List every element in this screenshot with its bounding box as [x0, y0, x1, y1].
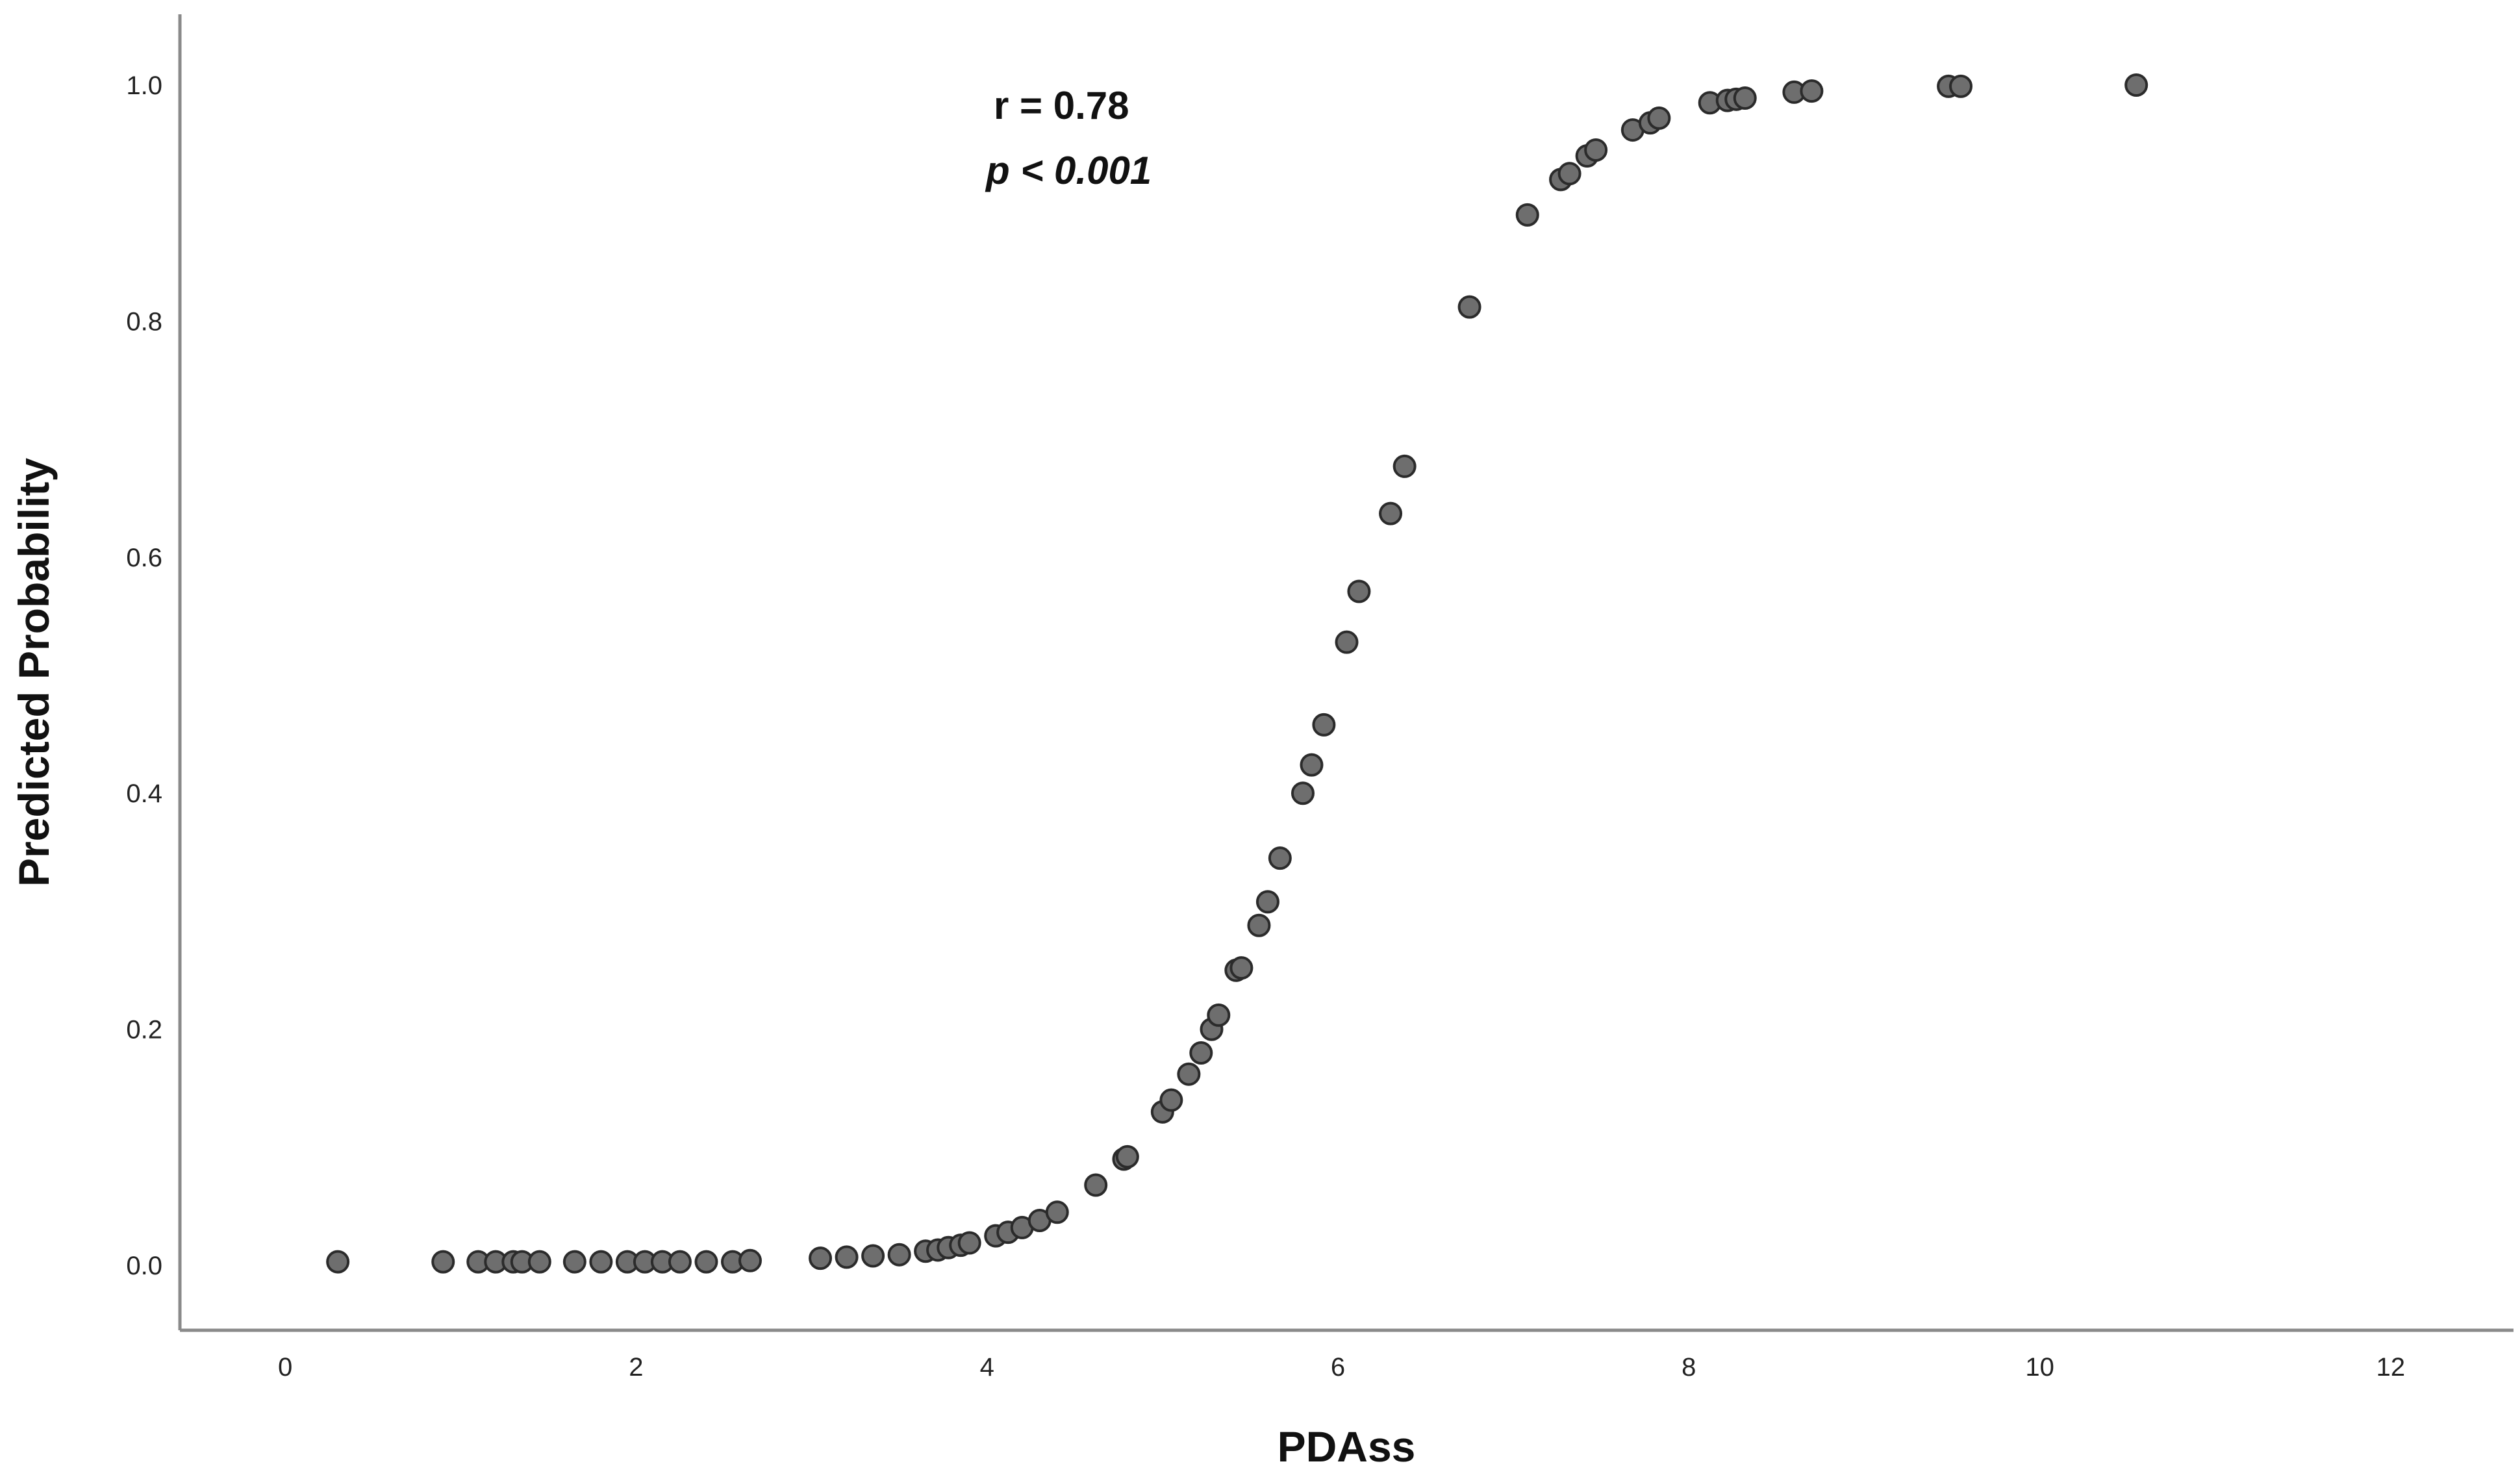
data-point [738, 1248, 762, 1272]
data-point [1159, 1088, 1183, 1112]
y-axis-title: Predicted Probability [10, 458, 58, 887]
y-tick-label: 1.0 [126, 71, 162, 100]
y-tick-label: 0.8 [126, 307, 162, 336]
x-tick-label: 2 [629, 1353, 643, 1382]
x-tick-label: 10 [2025, 1353, 2054, 1382]
data-point [809, 1246, 833, 1270]
data-point [1457, 295, 1481, 319]
data-point [1229, 956, 1254, 980]
data-point [1045, 1200, 1069, 1224]
data-point [1515, 203, 1539, 227]
data-point [1647, 106, 1671, 130]
data-point [887, 1243, 911, 1267]
x-axis-title: PDAss [1278, 1422, 1416, 1471]
x-tick-label: 0 [278, 1353, 292, 1382]
data-point [1247, 913, 1271, 937]
data-point [1084, 1173, 1108, 1197]
data-point [326, 1250, 350, 1274]
x-tick-label: 6 [1331, 1353, 1345, 1382]
y-tick-label: 0.0 [126, 1252, 162, 1280]
data-point [1557, 162, 1581, 186]
data-point [1335, 630, 1359, 654]
x-tick-labels: 0 2 4 6 8 10 12 [278, 1353, 2405, 1382]
y-tick-label: 0.2 [126, 1016, 162, 1044]
data-point [957, 1231, 981, 1255]
data-point [1300, 753, 1324, 777]
data-point [2124, 73, 2148, 97]
data-point [835, 1245, 859, 1269]
data-point [589, 1250, 613, 1274]
data-point [527, 1250, 551, 1274]
data-point [668, 1250, 692, 1274]
data-point [1255, 890, 1279, 914]
p-value-annotation: p < 0.001 [985, 149, 1152, 192]
data-point [1207, 1003, 1231, 1027]
x-tick-label: 8 [1682, 1353, 1696, 1382]
data-point [431, 1250, 455, 1274]
data-point [861, 1244, 885, 1268]
data-points [326, 73, 2148, 1274]
data-point [1177, 1062, 1201, 1086]
data-point [1115, 1144, 1139, 1169]
y-tick-label: 0.6 [126, 544, 162, 572]
data-point [1949, 74, 1973, 98]
axes [178, 14, 2514, 1332]
correlation-annotation: r = 0.78 [994, 84, 1129, 127]
data-point [1291, 781, 1315, 805]
data-point [1392, 454, 1417, 478]
data-point [1268, 846, 1292, 870]
data-point [1800, 79, 1824, 103]
x-tick-label: 4 [980, 1353, 994, 1382]
data-point [1584, 138, 1608, 162]
data-point [694, 1250, 718, 1274]
data-point [1189, 1041, 1213, 1065]
data-point [1312, 713, 1336, 737]
data-point [1379, 501, 1403, 525]
y-tick-label: 0.4 [126, 779, 162, 808]
y-tick-labels: 0.0 0.2 0.4 0.6 0.8 1.0 [126, 71, 162, 1280]
data-point [1347, 579, 1371, 603]
data-point [562, 1250, 586, 1274]
data-point [1733, 86, 1757, 110]
x-tick-label: 12 [2376, 1353, 2406, 1382]
